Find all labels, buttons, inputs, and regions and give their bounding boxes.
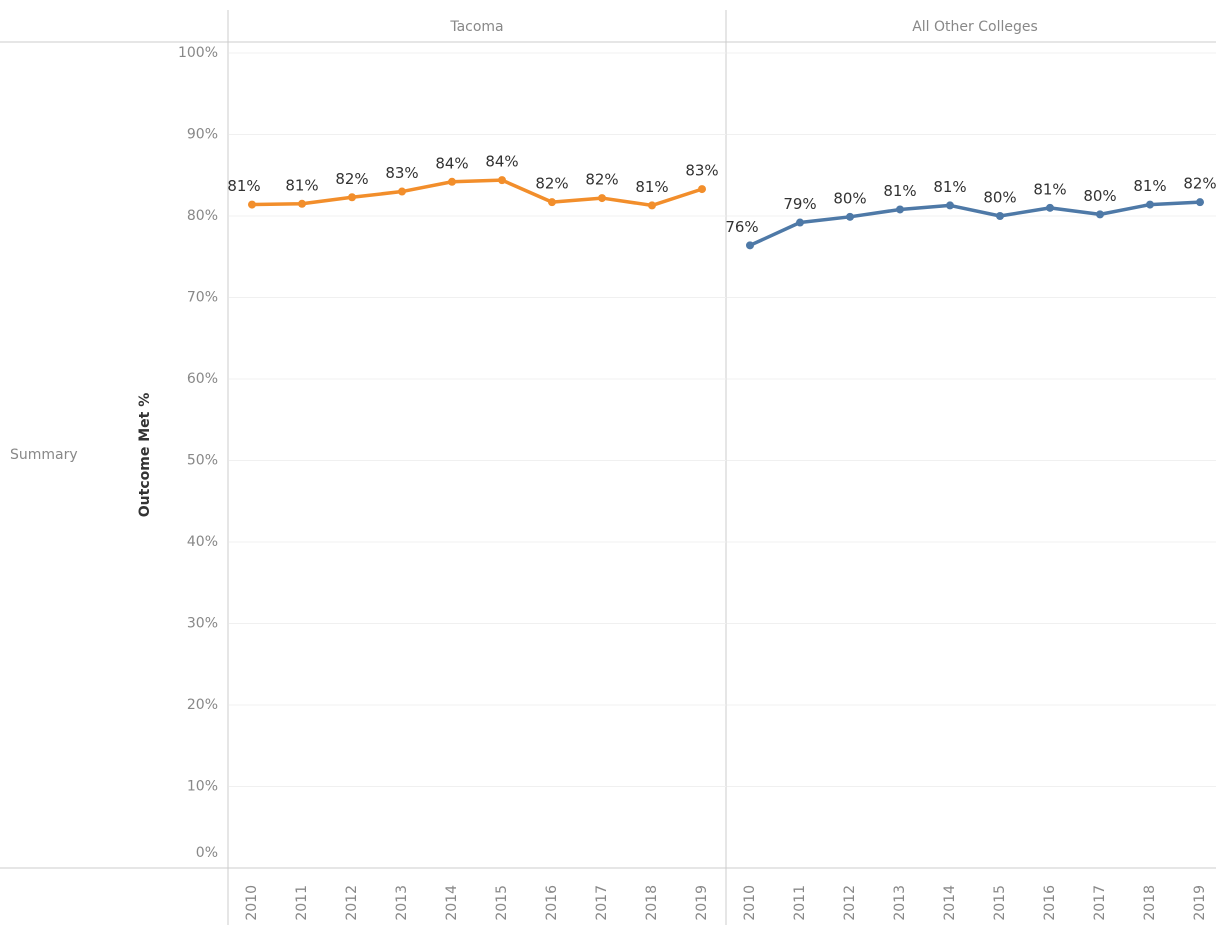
y-tick-label: 0% (196, 845, 218, 861)
x-tick-label: 2014 (444, 885, 460, 921)
value-label: 82% (585, 171, 618, 189)
x-tick-label: 2018 (644, 885, 660, 921)
point (448, 177, 456, 186)
y-tick-label: 10% (187, 779, 218, 795)
y-tick-label: 70% (187, 290, 218, 306)
value-label: 83% (685, 162, 718, 180)
value-label: 81% (227, 177, 260, 195)
value-label: 76% (725, 218, 758, 236)
x-tick-label: 2016 (1042, 885, 1058, 921)
value-label: 81% (285, 176, 318, 194)
value-label: 84% (435, 154, 468, 172)
row-label: Summary (10, 447, 78, 463)
point (796, 218, 804, 227)
point (1046, 203, 1054, 212)
panel-title: Tacoma (449, 19, 503, 35)
x-tick-label: 2011 (792, 885, 808, 921)
point (996, 212, 1004, 220)
point (398, 187, 406, 196)
value-label: 79% (783, 195, 816, 213)
point (946, 201, 954, 210)
y-tick-label: 20% (187, 697, 218, 713)
point (1096, 210, 1104, 219)
point (746, 241, 754, 250)
value-label: 80% (983, 189, 1016, 207)
x-tick-label: 2010 (244, 885, 260, 921)
point (648, 201, 656, 210)
value-label: 81% (635, 178, 668, 196)
x-tick-label: 2012 (842, 885, 858, 921)
point (896, 205, 904, 214)
value-label: 80% (833, 189, 866, 207)
x-tick-label: 2014 (942, 885, 958, 921)
value-label: 84% (485, 153, 518, 171)
point (598, 194, 606, 203)
x-tick-label: 2015 (992, 885, 1008, 921)
x-tick-label: 2011 (294, 885, 310, 921)
point (248, 200, 256, 209)
value-label: 80% (1083, 187, 1116, 205)
x-tick-label: 2019 (694, 885, 710, 921)
y-tick-label: 80% (187, 208, 218, 224)
point (548, 198, 556, 207)
x-tick-label: 2012 (344, 885, 360, 921)
value-label: 82% (535, 175, 568, 193)
point (698, 185, 706, 194)
y-tick-label: 100% (178, 45, 218, 61)
value-label: 81% (883, 182, 916, 200)
line (749, 200, 1201, 247)
panel-title: All Other Colleges (912, 19, 1038, 35)
point (846, 212, 854, 221)
y-tick-label: 40% (187, 534, 218, 550)
point (298, 199, 306, 208)
value-label: 83% (385, 164, 418, 182)
y-tick-label: 60% (187, 371, 218, 387)
y-tick-label: 50% (187, 453, 218, 469)
point (348, 193, 356, 202)
x-tick-label: 2016 (544, 885, 560, 921)
point (498, 176, 506, 185)
value-label: 81% (1033, 180, 1066, 198)
x-tick-label: 2013 (394, 885, 410, 921)
value-label: 81% (933, 178, 966, 196)
y-tick-label: 90% (187, 127, 218, 143)
value-label: 81% (1133, 177, 1166, 195)
x-tick-label: 2017 (1092, 885, 1108, 921)
x-tick-label: 2018 (1142, 885, 1158, 921)
value-label: 82% (1183, 175, 1216, 193)
x-tick-label: 2019 (1192, 885, 1208, 921)
point (1196, 198, 1204, 207)
x-tick-label: 2010 (742, 885, 758, 921)
y-axis-label: Outcome Met % (137, 393, 153, 517)
x-tick-label: 2017 (594, 885, 610, 921)
y-tick-label: 30% (187, 616, 218, 632)
line (251, 178, 703, 208)
x-tick-label: 2015 (494, 885, 510, 921)
point (1146, 200, 1154, 209)
x-tick-label: 2013 (892, 885, 908, 921)
value-label: 82% (335, 170, 368, 188)
